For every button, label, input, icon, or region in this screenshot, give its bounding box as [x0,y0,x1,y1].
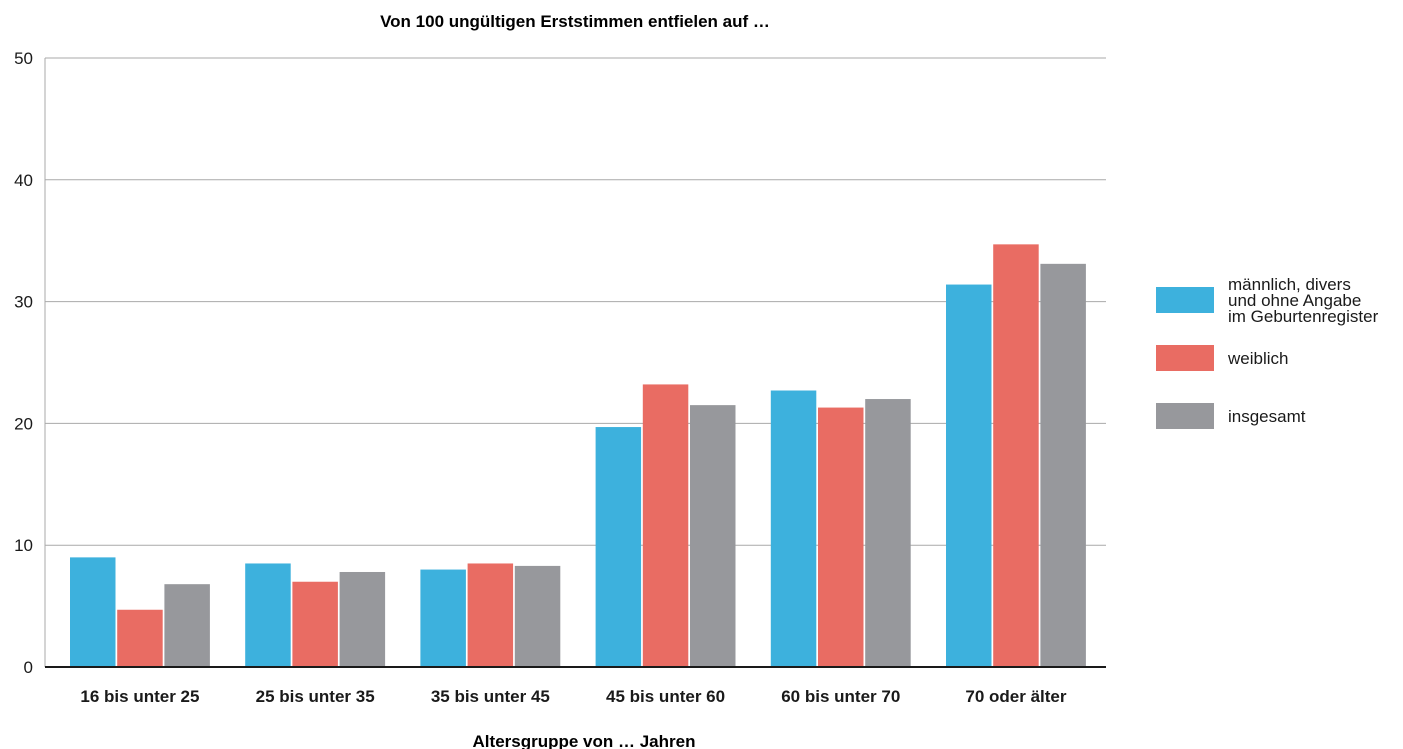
legend-label-2: weiblich [1227,349,1288,368]
bar-2-6 [993,244,1039,667]
bar-1-2 [245,563,291,667]
bar-1-6 [946,284,992,667]
x-tick-label: 25 bis unter 35 [256,687,375,706]
x-axis-ticks: 16 bis unter 25 25 bis unter 35 35 bis unt… [80,687,1066,706]
bar-1-4 [595,427,642,667]
y-tick-label: 20 [14,414,33,433]
bar-3-6 [1040,263,1086,667]
legend-label-1: männlich, divers [1228,275,1351,294]
y-tick-label: 30 [14,293,33,312]
bar-2-5 [818,407,864,667]
bar-3-1 [164,584,210,667]
x-tick-label: 45 bis unter 60 [606,687,725,706]
bar-3-3 [514,565,561,667]
bar-3-2 [339,571,386,667]
legend-label-1: und ohne Angabe [1228,291,1361,310]
x-tick-label: 60 bis unter 70 [781,687,900,706]
x-tick-label: 70 oder älter [965,687,1066,706]
bar-2-1 [117,609,163,667]
bar-1-5 [770,390,817,667]
y-tick-label: 0 [24,658,33,677]
y-tick-label: 40 [14,171,33,190]
legend-swatch-2 [1156,345,1214,371]
x-tick-label: 35 bis unter 45 [431,687,550,706]
legend-swatch-1 [1156,287,1214,313]
gridlines [44,57,1106,667]
legend-label-1: im Geburtenregister [1228,307,1379,326]
chart-title: Von 100 ungültigen Erststimmen entfielen… [380,12,770,31]
y-axis-ticks: 0 10 20 30 40 50 [14,49,33,677]
bar-2-2 [292,581,338,667]
y-tick-label: 10 [14,536,33,555]
y-tick-label: 50 [14,49,33,68]
bar-3-4 [690,405,736,667]
bar-1-1 [70,557,116,667]
legend-swatch-3 [1156,403,1214,429]
bar-1-3 [420,569,466,667]
bar-3-5 [865,399,911,667]
bars [70,244,1086,667]
x-axis-title: Altersgruppe von … Jahren [473,732,696,749]
bar-2-3 [467,563,514,667]
x-tick-label: 16 bis unter 25 [80,687,199,706]
bar-2-4 [642,384,689,667]
legend-label-3: insgesamt [1228,407,1306,426]
